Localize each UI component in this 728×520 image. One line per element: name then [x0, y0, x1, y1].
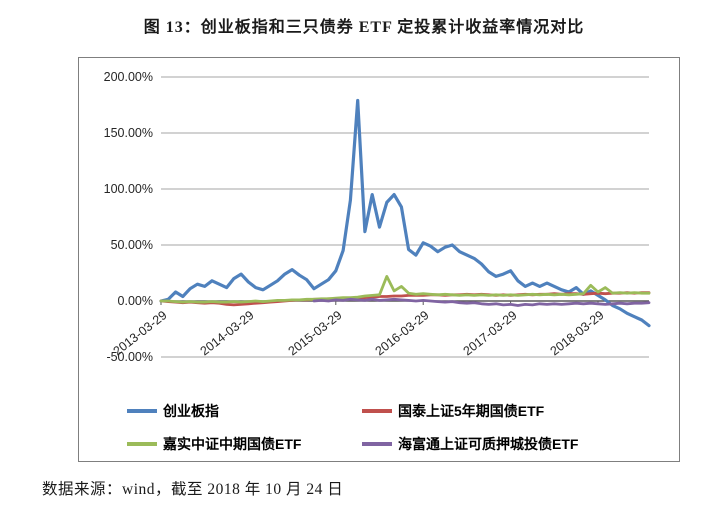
chart-frame: 200.00% 150.00% 100.00% 50.00% 0.00% -50.00% …: [78, 57, 680, 462]
legend-line-blue-icon: [127, 409, 157, 413]
figure-title: 图 13：创业板指和三只债券 ETF 定投累计收益率情况对比: [143, 19, 585, 36]
legend-item-guotai-treasury-etf: 国泰上证5年期国债ETF: [362, 401, 544, 421]
series-line-hftfund-sse-chengtou-bond-etf: [312, 297, 651, 307]
legend-label: 创业板指: [163, 403, 219, 419]
legend-line-red-icon: [362, 409, 392, 413]
y-tick-label: 50.00%: [110, 238, 153, 252]
series-line-harvest-csi-mid-treasury-etf: [159, 274, 651, 304]
legend-item-hftfund-chengtou-etf: 海富通上证可质押城投债ETF: [362, 434, 578, 454]
y-tick-label: -50.00%: [106, 350, 153, 364]
legend-item-chinext-index: 创业板指: [127, 401, 219, 421]
legend-item-harvest-treasury-etf: 嘉实中证中期国债ETF: [127, 434, 301, 454]
legend-line-purple-icon: [362, 442, 392, 446]
chart-canvas: [159, 76, 651, 358]
legend-line-green-icon: [127, 442, 157, 446]
y-tick-label: 150.00%: [103, 126, 153, 140]
legend-label: 国泰上证5年期国债ETF: [398, 403, 545, 419]
legend-label: 嘉实中证中期国债ETF: [163, 436, 302, 452]
legend-label: 海富通上证可质押城投债ETF: [398, 436, 579, 452]
source-note: 数据来源：wind，截至 2018 年 10 月 24 日: [42, 481, 344, 498]
y-tick-label: 100.00%: [103, 182, 153, 196]
y-tick-label: 0.00%: [117, 294, 153, 308]
series-line-chinext-index: [159, 98, 651, 328]
y-tick-label: 200.00%: [103, 70, 153, 84]
